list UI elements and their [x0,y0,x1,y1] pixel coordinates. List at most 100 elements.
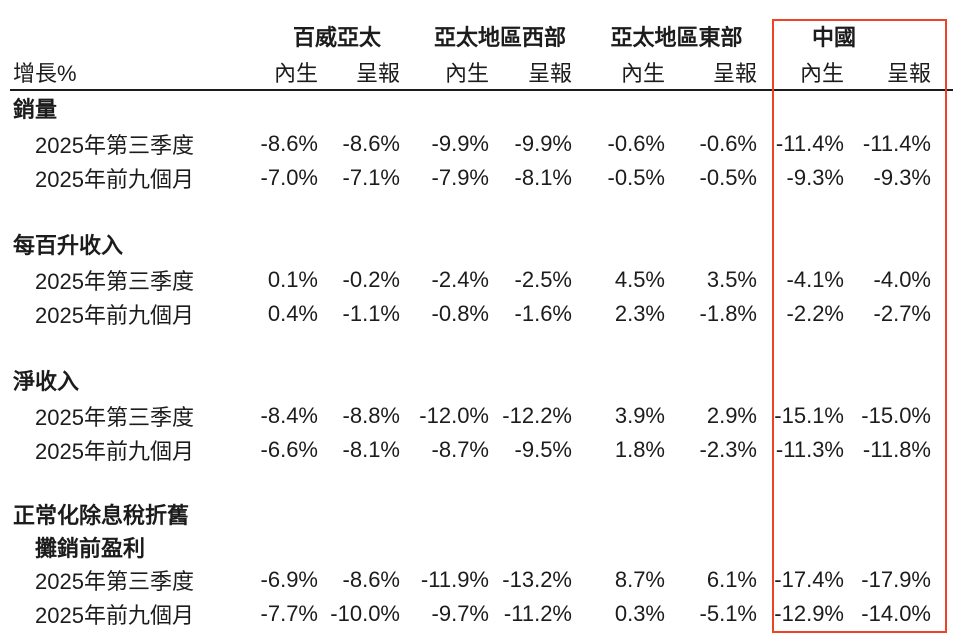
value-cell: 2.9% [706,403,757,428]
value-cell: 8.7% [614,567,665,592]
value-cell: 6.1% [706,567,757,592]
subheader-reported: 呈報 [527,60,572,86]
value-cell: 3.9% [614,403,665,428]
value-cell: -0.2% [342,267,400,292]
value-cell: -5.1% [699,601,757,626]
value-cell: -2.5% [514,267,572,292]
value-cell: 0.1% [267,267,318,292]
value-cell: -8.8% [342,403,400,428]
value-cell: -2.3% [699,437,757,462]
value-cell: -11.8% [862,437,931,462]
section-gap [0,195,931,225]
row-label: 2025年第三季度 [35,569,194,594]
table-row: 2025年前九個月 -6.6% -8.1% -8.7% -9.5% 1.8% -… [0,433,931,467]
section-gap [0,331,931,361]
value-cell: -8.4% [260,403,318,428]
growth-table: 百威亞太 亞太地區西部 亞太地區東部 中國 增長% 內生 呈報 內生 呈報 內生… [0,0,931,631]
value-cell: 0.4% [267,301,318,326]
value-cell: -0.6% [607,131,665,156]
table-row: 2025年第三季度 -8.6% -8.6% -9.9% -9.9% -0.6% … [0,127,931,161]
subheader-organic: 內生 [444,60,489,86]
row-label: 2025年前九個月 [35,439,194,464]
value-cell: -8.1% [342,437,400,462]
subheader-row: 增長% 內生 呈報 內生 呈報 內生 呈報 內生 呈報 [0,54,931,89]
row-label: 2025年前九個月 [35,603,194,628]
value-cell: -2.2% [786,301,844,326]
row-label: 2025年第三季度 [35,269,194,294]
row-label: 2025年第三季度 [35,405,194,430]
value-cell: -17.4% [774,567,844,592]
value-cell: -0.5% [699,165,757,190]
value-cell: -8.6% [342,567,400,592]
value-cell: -4.0% [873,267,931,292]
value-cell: -9.5% [514,437,572,462]
value-cell: -7.7% [260,601,318,626]
value-cell: -8.6% [342,131,400,156]
table-row: 2025年第三季度 0.1% -0.2% -2.4% -2.5% 4.5% 3.… [0,263,931,297]
value-cell: -13.2% [502,567,572,592]
growth-percent-label: 增長% [13,60,77,86]
section-title-normalized-ebitda-line2: 攤銷前盈利 [35,535,146,561]
value-cell: -15.1% [774,403,844,428]
table-row: 2025年前九個月 0.4% -1.1% -0.8% -1.6% 2.3% -1… [0,297,931,331]
value-cell: -17.9% [861,567,931,592]
value-cell: -1.8% [699,301,757,326]
value-cell: -0.8% [431,301,489,326]
section-gap [0,467,931,497]
value-cell: -9.3% [786,165,844,190]
value-cell: -1.6% [514,301,572,326]
value-cell: -9.3% [873,165,931,190]
empty-corner-cell [0,18,230,54]
value-cell: -2.4% [431,267,489,292]
table-row: 2025年第三季度 -8.4% -8.8% -12.0% -12.2% 3.9%… [0,399,931,433]
section-title-volume: 銷量 [13,97,58,122]
subheader-organic: 內生 [620,60,665,86]
value-cell: -9.7% [431,601,489,626]
value-cell: -8.7% [431,437,489,462]
row-label: 2025年前九個月 [35,303,194,328]
section-title-net-revenue: 淨收入 [13,369,80,394]
subheader-organic: 內生 [799,60,844,86]
value-cell: -4.1% [786,267,844,292]
value-cell: -12.9% [774,601,844,626]
group-header-apac-east: 亞太地區東部 [610,25,743,50]
value-cell: -0.6% [699,131,757,156]
value-cell: -11.9% [420,567,489,592]
value-cell: -7.0% [260,165,318,190]
subheader-reported: 呈報 [886,60,931,86]
value-cell: 3.5% [706,267,757,292]
subheader-reported: 呈報 [712,60,757,86]
top-spacer [0,0,931,18]
group-header-apac-west: 亞太地區西部 [433,25,566,50]
section-title-revenue-per-hl: 每百升收入 [13,233,124,258]
value-cell: -11.4% [862,131,931,156]
value-cell: -10.0% [330,601,400,626]
value-cell: -0.5% [607,165,665,190]
table-row: 2025年前九個月 -7.7% -10.0% -9.7% -11.2% 0.3%… [0,597,931,631]
value-cell: -11.3% [775,437,844,462]
value-cell: 0.3% [614,601,665,626]
table-row: 2025年前九個月 -7.0% -7.1% -7.9% -8.1% -0.5% … [0,161,931,195]
value-cell: -1.1% [342,301,400,326]
table-row: 2025年第三季度 -6.9% -8.6% -11.9% -13.2% 8.7%… [0,563,931,597]
header-rule [10,89,953,91]
subheader-organic: 內生 [273,60,318,86]
value-cell: 4.5% [614,267,665,292]
region-header-row: 百威亞太 亞太地區西部 亞太地區東部 中國 [0,18,931,54]
value-cell: -6.6% [260,437,318,462]
value-cell: 2.3% [614,301,665,326]
value-cell: -8.1% [514,165,572,190]
value-cell: -9.9% [431,131,489,156]
row-label: 2025年第三季度 [35,133,194,158]
subheader-reported: 呈報 [355,60,400,86]
value-cell: -6.9% [260,567,318,592]
value-cell: -11.4% [775,131,844,156]
value-cell: -8.6% [260,131,318,156]
section-title-normalized-ebitda: 正常化除息稅折舊 [13,502,190,528]
value-cell: -9.9% [514,131,572,156]
value-cell: -7.1% [342,165,400,190]
row-label: 2025年前九個月 [35,167,194,192]
value-cell: -14.0% [861,601,931,626]
value-cell: -12.0% [419,403,489,428]
